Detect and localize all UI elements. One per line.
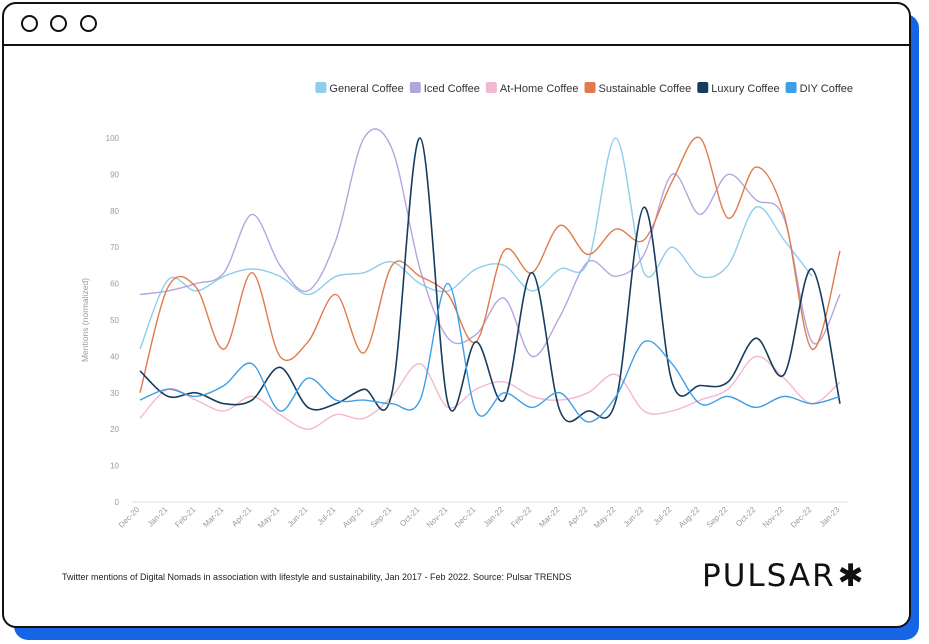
y-axis-ticks: 0 10 20 30 40 50 60 70 80 90 100	[106, 134, 120, 507]
legend-swatch	[409, 82, 421, 93]
pulsar-logo: PULSAR✱	[702, 558, 866, 594]
series-line-general-coffee	[139, 137, 813, 350]
legend-item[interactable]: Iced Coffee	[409, 82, 480, 95]
x-tick-label: Aug-22	[677, 505, 702, 530]
legend-item[interactable]: At-Home Coffee	[485, 82, 579, 95]
legend-label: Luxury Coffee	[711, 83, 779, 95]
legend-label: Iced Coffee	[424, 83, 480, 95]
x-tick-label: Aug-21	[341, 505, 366, 530]
x-tick-label: Apr-22	[566, 505, 590, 529]
x-tick-label: Sep-21	[369, 505, 394, 530]
legend-swatch	[785, 82, 797, 93]
y-tick-label: 90	[110, 170, 119, 179]
series-line-sustainable-coffee	[139, 136, 841, 393]
x-tick-label: Nov-22	[761, 505, 786, 530]
x-tick-label: Mar-21	[201, 505, 226, 530]
chart-window	[2, 2, 911, 628]
window-control-2[interactable]	[50, 15, 67, 32]
chart-legend: General Coffee Iced Coffee At-Home Coffee S…	[315, 82, 853, 95]
series-line-at-home-coffee	[139, 355, 841, 430]
y-axis-title: Mentions (normalized)	[80, 278, 90, 362]
x-tick-label: Jun-21	[286, 505, 310, 529]
y-tick-label: 70	[110, 243, 119, 252]
y-tick-label: 80	[110, 207, 119, 216]
legend-item[interactable]: General Coffee	[315, 82, 404, 95]
x-tick-label: Feb-22	[509, 505, 534, 530]
x-tick-label: Sep-22	[705, 505, 730, 530]
x-tick-label: May-21	[256, 505, 282, 531]
y-tick-label: 60	[110, 280, 119, 289]
legend-label: General Coffee	[329, 83, 403, 95]
asterisk-icon: ✱	[837, 558, 866, 594]
x-tick-label: Oct-21	[398, 505, 422, 529]
x-tick-label: Jan-22	[482, 505, 506, 529]
series-line-iced-coffee	[139, 128, 841, 358]
series-lines	[139, 128, 841, 430]
legend-swatch	[315, 82, 327, 93]
legend-label: DIY Coffee	[800, 83, 853, 95]
x-tick-label: Mar-22	[537, 505, 562, 530]
legend-item[interactable]: DIY Coffee	[785, 82, 853, 95]
title-bar	[4, 4, 909, 46]
logo-text: PULSAR	[702, 558, 836, 594]
x-tick-label: Dec-22	[789, 505, 814, 530]
x-axis-ticks: Dec-20 Jan-21 Feb-21 Mar-21 Apr-21 May-21 Jun-…	[117, 505, 842, 531]
legend-item[interactable]: Luxury Coffee	[697, 82, 780, 95]
chart-caption: Twitter mentions of Digital Nomads in as…	[62, 572, 572, 582]
x-tick-label: May-22	[592, 505, 618, 531]
y-tick-label: 100	[106, 134, 120, 143]
x-tick-label: Dec-20	[117, 505, 142, 530]
y-tick-label: 10	[110, 462, 119, 471]
window-control-3[interactable]	[80, 15, 97, 32]
legend-label: At-Home Coffee	[500, 83, 579, 95]
x-tick-label: Jul-22	[652, 505, 674, 527]
x-tick-label: Jul-21	[316, 505, 338, 527]
x-tick-label: Jan-23	[818, 505, 842, 529]
y-tick-label: 40	[110, 352, 119, 361]
legend-swatch	[697, 82, 709, 93]
y-tick-label: 30	[110, 389, 119, 398]
y-tick-label: 0	[115, 498, 120, 507]
x-tick-label: Feb-21	[173, 505, 198, 530]
legend-swatch	[584, 82, 596, 93]
y-tick-label: 20	[110, 425, 119, 434]
x-tick-label: Nov-21	[425, 505, 450, 530]
series-line-diy-coffee	[139, 282, 841, 423]
x-tick-label: Apr-21	[230, 505, 254, 529]
x-tick-label: Oct-22	[734, 505, 758, 529]
x-tick-label: Dec-21	[453, 505, 478, 530]
legend-label: Sustainable Coffee	[599, 83, 692, 95]
series-line-luxury-coffee	[139, 137, 841, 423]
x-tick-label: Jun-22	[622, 505, 646, 529]
window-control-1[interactable]	[21, 15, 38, 32]
legend-swatch	[485, 82, 497, 93]
y-tick-label: 50	[110, 316, 119, 325]
legend-item[interactable]: Sustainable Coffee	[584, 82, 692, 95]
x-tick-label: Jan-21	[146, 505, 170, 529]
